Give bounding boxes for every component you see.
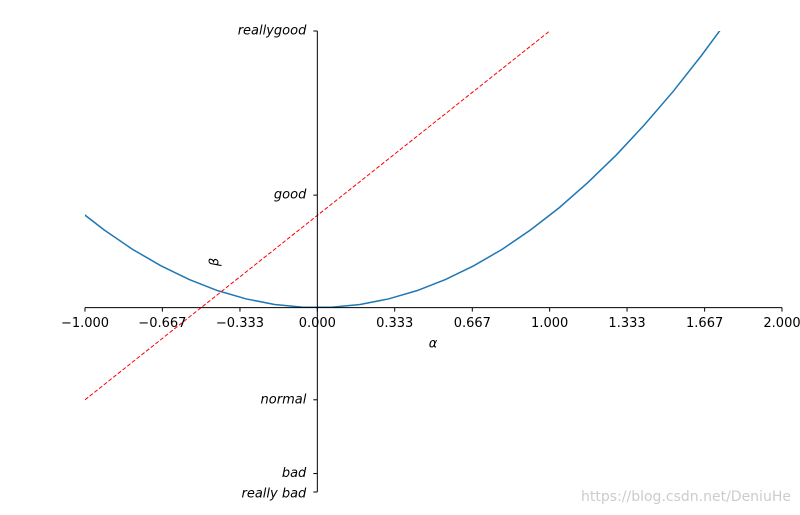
y-tick-label: good [274, 188, 307, 203]
y-tick-label: normal [261, 392, 307, 407]
x-tick-label: 0.000 [299, 316, 336, 331]
y-tick-label: bad [282, 466, 307, 481]
x-tick-label: 0.333 [376, 316, 413, 331]
x-tick-label: −1.000 [61, 316, 109, 331]
x-tick-label: 1.333 [608, 316, 645, 331]
y-axis-label: β [208, 258, 223, 267]
x-tick-label: 1.667 [686, 316, 723, 331]
x-tick-label: 2.000 [763, 316, 800, 331]
y-tick-label: really bad [241, 487, 307, 502]
line-series [85, 31, 721, 308]
x-tick-label: −0.667 [138, 316, 186, 331]
x-axis-label: α [429, 337, 438, 352]
y-tick-label: reallygood [238, 24, 307, 39]
x-tick-label: −0.333 [216, 316, 264, 331]
x-tick-label: 1.000 [531, 316, 568, 331]
x-tick-label: 0.667 [454, 316, 491, 331]
watermark: https://blog.csdn.net/DeniuHe [581, 489, 791, 505]
plot-area [85, 31, 721, 401]
